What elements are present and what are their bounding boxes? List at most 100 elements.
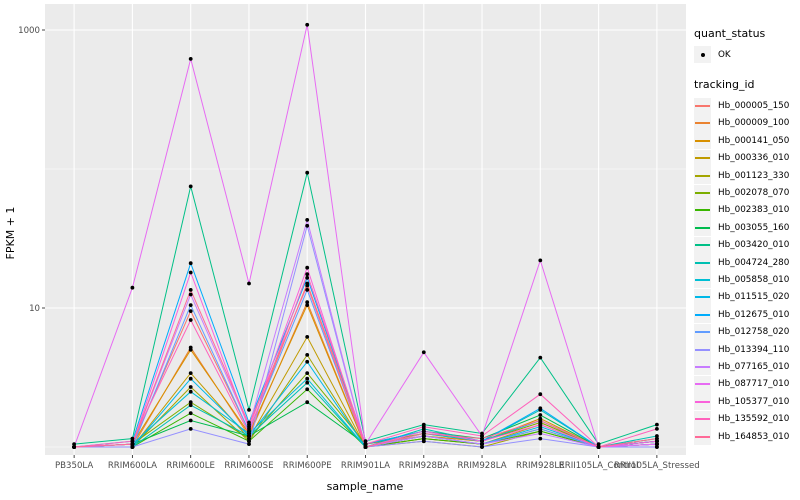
legend-key-line-icon — [695, 192, 710, 195]
data-point — [188, 57, 193, 61]
data-point — [655, 445, 659, 449]
data-point — [188, 376, 193, 381]
legend-key — [694, 341, 711, 359]
data-point — [421, 424, 426, 429]
data-point — [247, 442, 251, 446]
legend-key — [694, 149, 711, 167]
data-point — [480, 445, 484, 449]
x-tick-label: RRIM901LA — [341, 461, 390, 471]
data-point — [188, 411, 193, 416]
legend-label: Hb_013394_110 — [718, 344, 790, 355]
gridlines — [45, 4, 686, 455]
legend-label: Hb_164853_010 — [718, 431, 790, 442]
legend-item-Hb_002383_010: Hb_002383_010 — [694, 201, 790, 219]
x-tick-label: RRIM600LA — [108, 461, 157, 471]
legend-label: Hb_000336_010 — [718, 153, 790, 164]
data-point — [655, 422, 659, 427]
legend-key — [694, 219, 711, 237]
legend-key — [694, 375, 711, 393]
legend-key-line-icon — [695, 174, 710, 177]
data-point — [538, 355, 543, 360]
legend-item-Hb_012675_010: Hb_012675_010 — [694, 306, 790, 324]
x-tick-label: RRIM928LA — [457, 461, 506, 471]
data-point — [538, 392, 543, 397]
data-point — [247, 439, 251, 444]
data-point — [655, 427, 659, 431]
x-tick-label: RRIM600SE — [224, 461, 273, 471]
x-tick-label: RRII105LA_Stressed — [614, 461, 700, 471]
legend-label: Hb_087717_010 — [718, 379, 790, 390]
data-point — [188, 309, 193, 313]
legend-label: Hb_005858_010 — [718, 274, 790, 285]
data-point — [188, 270, 193, 275]
legend-item-Hb_011515_020: Hb_011515_020 — [694, 288, 789, 306]
data-point — [538, 431, 543, 436]
legend-key — [694, 306, 711, 324]
legend-label: Hb_000141_050 — [718, 135, 790, 146]
legend-key-line-icon — [695, 226, 710, 229]
legend-title-quant-status: quant_status — [694, 27, 766, 40]
legend-key-line-icon — [695, 400, 710, 403]
legend-key — [694, 393, 711, 411]
legend-key-line-icon — [695, 139, 710, 142]
legend: quant_status OK tracking_id Hb_000005_15… — [694, 27, 789, 445]
x-tick-label: RRIM928BA — [399, 461, 449, 471]
data-point — [72, 445, 76, 449]
data-point — [188, 418, 193, 423]
data-point — [305, 335, 310, 339]
legend-item-Hb_005858_010: Hb_005858_010 — [694, 271, 790, 289]
legend-label: Hb_077165_010 — [718, 361, 790, 372]
legend-key — [694, 271, 711, 289]
data-point — [247, 431, 251, 436]
y-axis-title: FPKM + 1 — [4, 207, 17, 260]
data-point — [305, 400, 310, 405]
legend-key — [694, 97, 711, 115]
x-tick-label: RRII105LA_Control — [559, 461, 639, 471]
data-point — [305, 22, 310, 27]
legend-item-Hb_004724_280: Hb_004724_280 — [694, 254, 789, 272]
legend-label: Hb_002383_010 — [718, 205, 790, 216]
data-point — [188, 347, 193, 352]
data-point — [363, 442, 368, 446]
y-tick-label: 1000 — [18, 26, 40, 36]
data-point — [421, 439, 426, 444]
legend-key-line-icon — [695, 365, 710, 368]
legend-key-line-icon — [695, 383, 710, 386]
legend-key — [694, 428, 711, 445]
legend-label: OK — [718, 49, 731, 60]
legend-key — [694, 410, 711, 428]
legend-item-Hb_012758_020: Hb_012758_020 — [694, 323, 789, 341]
data-point — [188, 184, 193, 189]
legend-key-line-icon — [695, 105, 710, 108]
data-point — [421, 431, 426, 436]
data-point — [655, 439, 659, 444]
legend-item-Hb_000005_150: Hb_000005_150 — [694, 97, 790, 115]
legend-item-Hb_001123_330: Hb_001123_330 — [694, 167, 790, 185]
data-point — [480, 434, 484, 438]
x-tick-label: RRIM928LE — [516, 461, 565, 471]
data-point — [363, 445, 368, 449]
legend-label: Hb_003420_010 — [718, 240, 790, 251]
data-point — [655, 434, 659, 438]
data-point — [188, 318, 193, 322]
legend-key — [694, 132, 711, 150]
data-point — [538, 258, 543, 263]
legend-key — [694, 254, 711, 272]
legend-label: Hb_001123_330 — [718, 170, 790, 181]
data-point — [538, 413, 543, 417]
data-point — [247, 422, 251, 427]
legend-key-line-icon — [695, 418, 710, 421]
legend-label: Hb_000005_150 — [718, 101, 790, 112]
axes: 10 1000 PB350LA RRIM600LA RRIM600LE RRIM600SE… — [18, 26, 700, 471]
legend-key — [694, 236, 711, 254]
data-point — [305, 380, 310, 385]
legend-label: Hb_012675_010 — [718, 309, 790, 320]
series-layer — [72, 22, 659, 449]
data-point — [305, 223, 310, 228]
data-point — [305, 283, 310, 288]
data-point — [305, 371, 310, 375]
legend-label: Hb_105377_010 — [718, 396, 790, 407]
legend-key — [694, 167, 711, 185]
legend-item-Hb_087717_010: Hb_087717_010 — [694, 375, 790, 393]
